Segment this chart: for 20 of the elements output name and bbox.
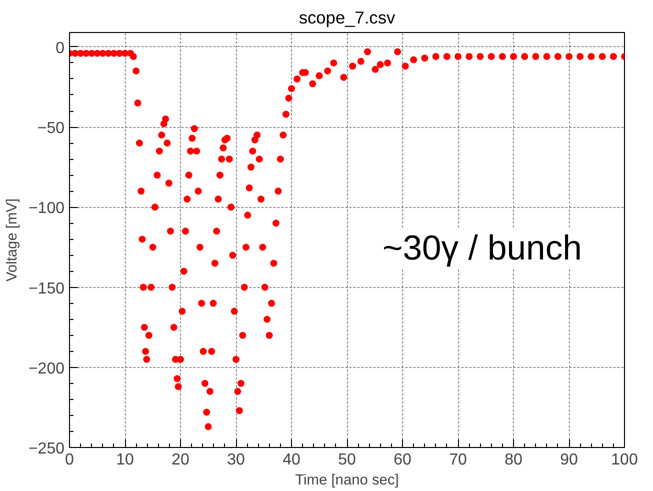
y-tick-label: −50 [37,120,65,138]
x-tick-label: 100 [611,452,638,468]
x-tick-label: 40 [282,452,300,468]
x-tick-label: 20 [172,452,190,468]
chart-title: scope_7.csv [298,8,396,28]
x-tick-label: 10 [116,452,134,468]
annotation: ~30γ / bunch [382,230,582,268]
y-axis-title: Voltage [mV] [4,198,20,282]
y-tick-label: −100 [28,200,65,218]
x-tick-label: 70 [449,452,467,468]
x-tick-label: 30 [227,452,245,468]
y-tick-label: −250 [28,440,65,458]
y-tick-label: −150 [28,280,65,298]
y-tick-label: 0 [56,40,65,57]
x-axis-title: Time [nano sec] [295,472,399,488]
y-tick-label: −200 [28,360,65,378]
x-tick-label: 60 [394,452,412,468]
x-tick-label: 50 [338,452,356,468]
x-tick-label: 90 [560,452,578,468]
x-tick-label: 80 [504,452,522,468]
